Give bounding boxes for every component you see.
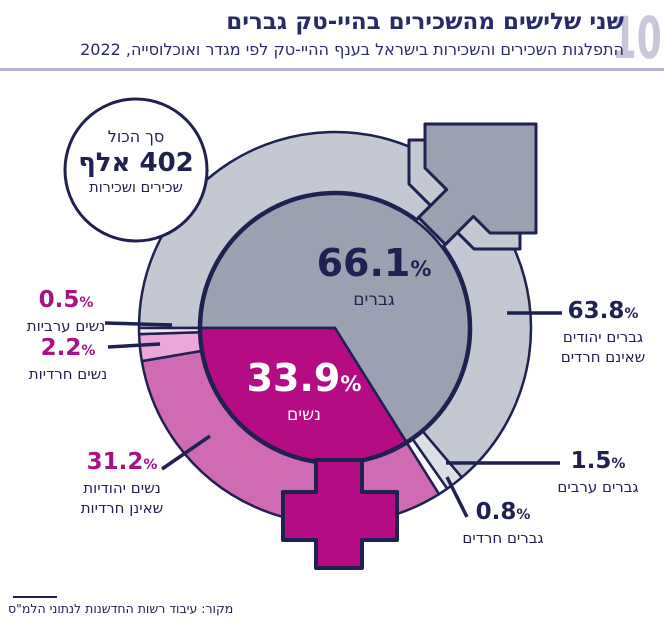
source-note: מקור: עיבוד רשות החדשנות לנתוני הלמ"ס <box>8 601 234 616</box>
callout-label-men-haredi: גברים חרדים <box>462 529 544 547</box>
leader-line-women-arab <box>104 321 173 327</box>
total-badge-value: 402 אלף <box>78 148 194 178</box>
ring-segment-women-arab <box>137 326 201 336</box>
total-badge: סך הכול 402 אלף שכירים ושכירות <box>61 126 211 198</box>
total-badge-circle <box>63 97 209 243</box>
leader-line-women-jewish <box>161 434 211 471</box>
callout-men-haredi: 0.8% גברים חרדים <box>462 500 543 548</box>
callout-label-women-jewish-1: נשים יהודיות <box>83 479 161 497</box>
pie-value-women: 33.9% <box>246 356 362 400</box>
pie-label-women: 33.9% נשים <box>247 358 362 425</box>
callout-men-arab: 1.5% גברים ערבים <box>557 449 638 497</box>
callout-label-men-arab: גברים ערבים <box>557 478 639 496</box>
leader-line-women-haredi <box>107 342 161 349</box>
pie-wedge-men <box>199 192 471 443</box>
pie-label-men: 66.1% גברים <box>317 243 432 310</box>
callout-label-women-haredi: נשים חרדיות <box>28 365 108 383</box>
callout-label-women-jewish-2: שאינן חרדיות <box>80 499 164 517</box>
callout-label-women-arab: נשים ערביות <box>26 317 106 335</box>
male-symbol-arrow-icon <box>417 122 538 246</box>
pie-category-women: נשים <box>287 405 321 425</box>
page-subtitle: התפלגות השכירים והשכירות בישראל בענף ההי… <box>80 40 624 59</box>
leader-line-men-haredi <box>445 476 469 518</box>
figure-number: 10 <box>611 4 662 72</box>
callout-men-jewish: 63.8% גברים יהודים שאינם חרדים <box>561 299 646 367</box>
callout-women-arab: 0.5% נשים ערביות <box>27 288 106 336</box>
callout-value-men-jewish: 63.8% <box>567 298 639 324</box>
page-title: שני שלישים מהשכירים בהיי-טק גברים <box>226 9 624 35</box>
total-badge-caption: סך הכול <box>107 127 165 146</box>
callout-value-women-arab: 0.5% <box>38 287 94 313</box>
pie-value-men: 66.1% <box>316 241 432 285</box>
callout-women-haredi: 2.2% נשים חרדיות <box>29 336 107 384</box>
callout-label-men-jewish-2: שאינם חרדים <box>560 348 646 366</box>
callout-label-men-jewish-1: גברים יהודים <box>562 328 644 346</box>
callout-value-men-haredi: 0.8% <box>475 499 531 525</box>
callout-value-women-haredi: 2.2% <box>40 335 96 361</box>
callout-value-women-jewish: 31.2% <box>86 449 158 475</box>
source-divider <box>13 596 57 598</box>
total-badge-units: שכירים ושכירות <box>89 180 183 196</box>
pie-wedge-women <box>199 326 408 464</box>
pie-category-men: גברים <box>353 290 395 310</box>
callout-women-jewish: 31.2% נשים יהודיות שאינן חרדיות <box>81 450 164 518</box>
female-symbol-cross-icon <box>281 458 399 570</box>
header-divider <box>0 68 664 71</box>
callout-value-men-arab: 1.5% <box>570 448 626 474</box>
